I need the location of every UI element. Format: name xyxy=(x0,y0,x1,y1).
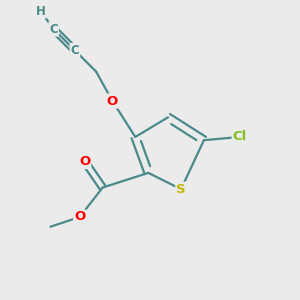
Text: O: O xyxy=(107,94,118,107)
Text: C: C xyxy=(70,44,79,57)
Text: S: S xyxy=(176,183,186,196)
Text: C: C xyxy=(49,23,58,36)
Text: H: H xyxy=(36,5,46,18)
Text: O: O xyxy=(79,155,90,168)
Text: O: O xyxy=(74,211,85,224)
Text: Cl: Cl xyxy=(233,130,247,143)
